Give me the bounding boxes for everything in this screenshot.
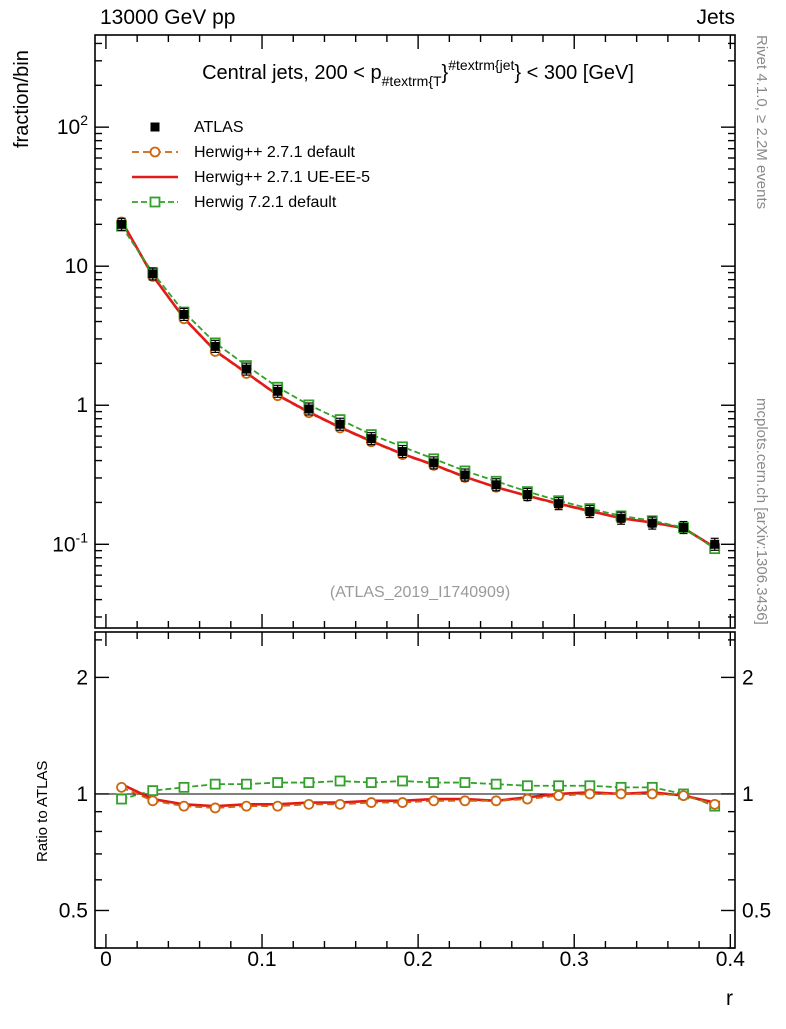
rivet-version-sidenote: Rivet 4.1.0, ≥ 2.2M events	[753, 35, 770, 209]
analysis-topic-label: Jets	[696, 6, 735, 29]
svg-text:2: 2	[76, 666, 88, 689]
svg-text:0.3: 0.3	[560, 948, 589, 971]
legend-label-herwig721-default: Herwig 7.2.1 default	[194, 194, 337, 211]
legend-label-herwigpp-ueee5: Herwig++ 2.7.1 UE-EE-5	[194, 169, 370, 186]
chart-graphics: 102 10 1 10-1 0.5 0.5 1 1 2 2 0 0.1 0.2 0.3 0.4	[52, 34, 771, 971]
beam-energy-label: 13000 GeV pp	[100, 6, 235, 29]
svg-text:1: 1	[76, 783, 88, 806]
svg-text:102: 102	[57, 112, 88, 139]
svg-text:0.5: 0.5	[742, 899, 771, 922]
legend-label-herwigpp-default: Herwig++ 2.7.1 default	[194, 144, 356, 161]
svg-text:0.2: 0.2	[404, 948, 433, 971]
svg-text:10-1: 10-1	[52, 529, 88, 556]
svg-text:1: 1	[76, 394, 88, 417]
svg-text:0: 0	[100, 948, 112, 971]
y-axis-title-ratio: Ratio to ATLAS	[34, 761, 51, 862]
mcplots-reference-sidenote: mcplots.cern.ch [arXiv:1306.3436]	[753, 398, 770, 625]
analysis-id-watermark: (ATLAS_2019_I1740909)	[330, 584, 510, 601]
svg-text:0.4: 0.4	[716, 948, 746, 971]
svg-text:1: 1	[742, 783, 754, 806]
y-axis-title-main: fraction/bin	[11, 50, 33, 148]
plot-title: Central jets, 200 < p#textrm{T}#textrm{j…	[202, 57, 634, 89]
svg-text:0.5: 0.5	[59, 899, 88, 922]
svg-text:2: 2	[742, 666, 754, 689]
svg-text:10: 10	[65, 255, 88, 278]
x-axis-title: r	[726, 987, 733, 1010]
svg-text:0.1: 0.1	[247, 948, 276, 971]
legend-label-atlas: ATLAS	[194, 119, 244, 136]
